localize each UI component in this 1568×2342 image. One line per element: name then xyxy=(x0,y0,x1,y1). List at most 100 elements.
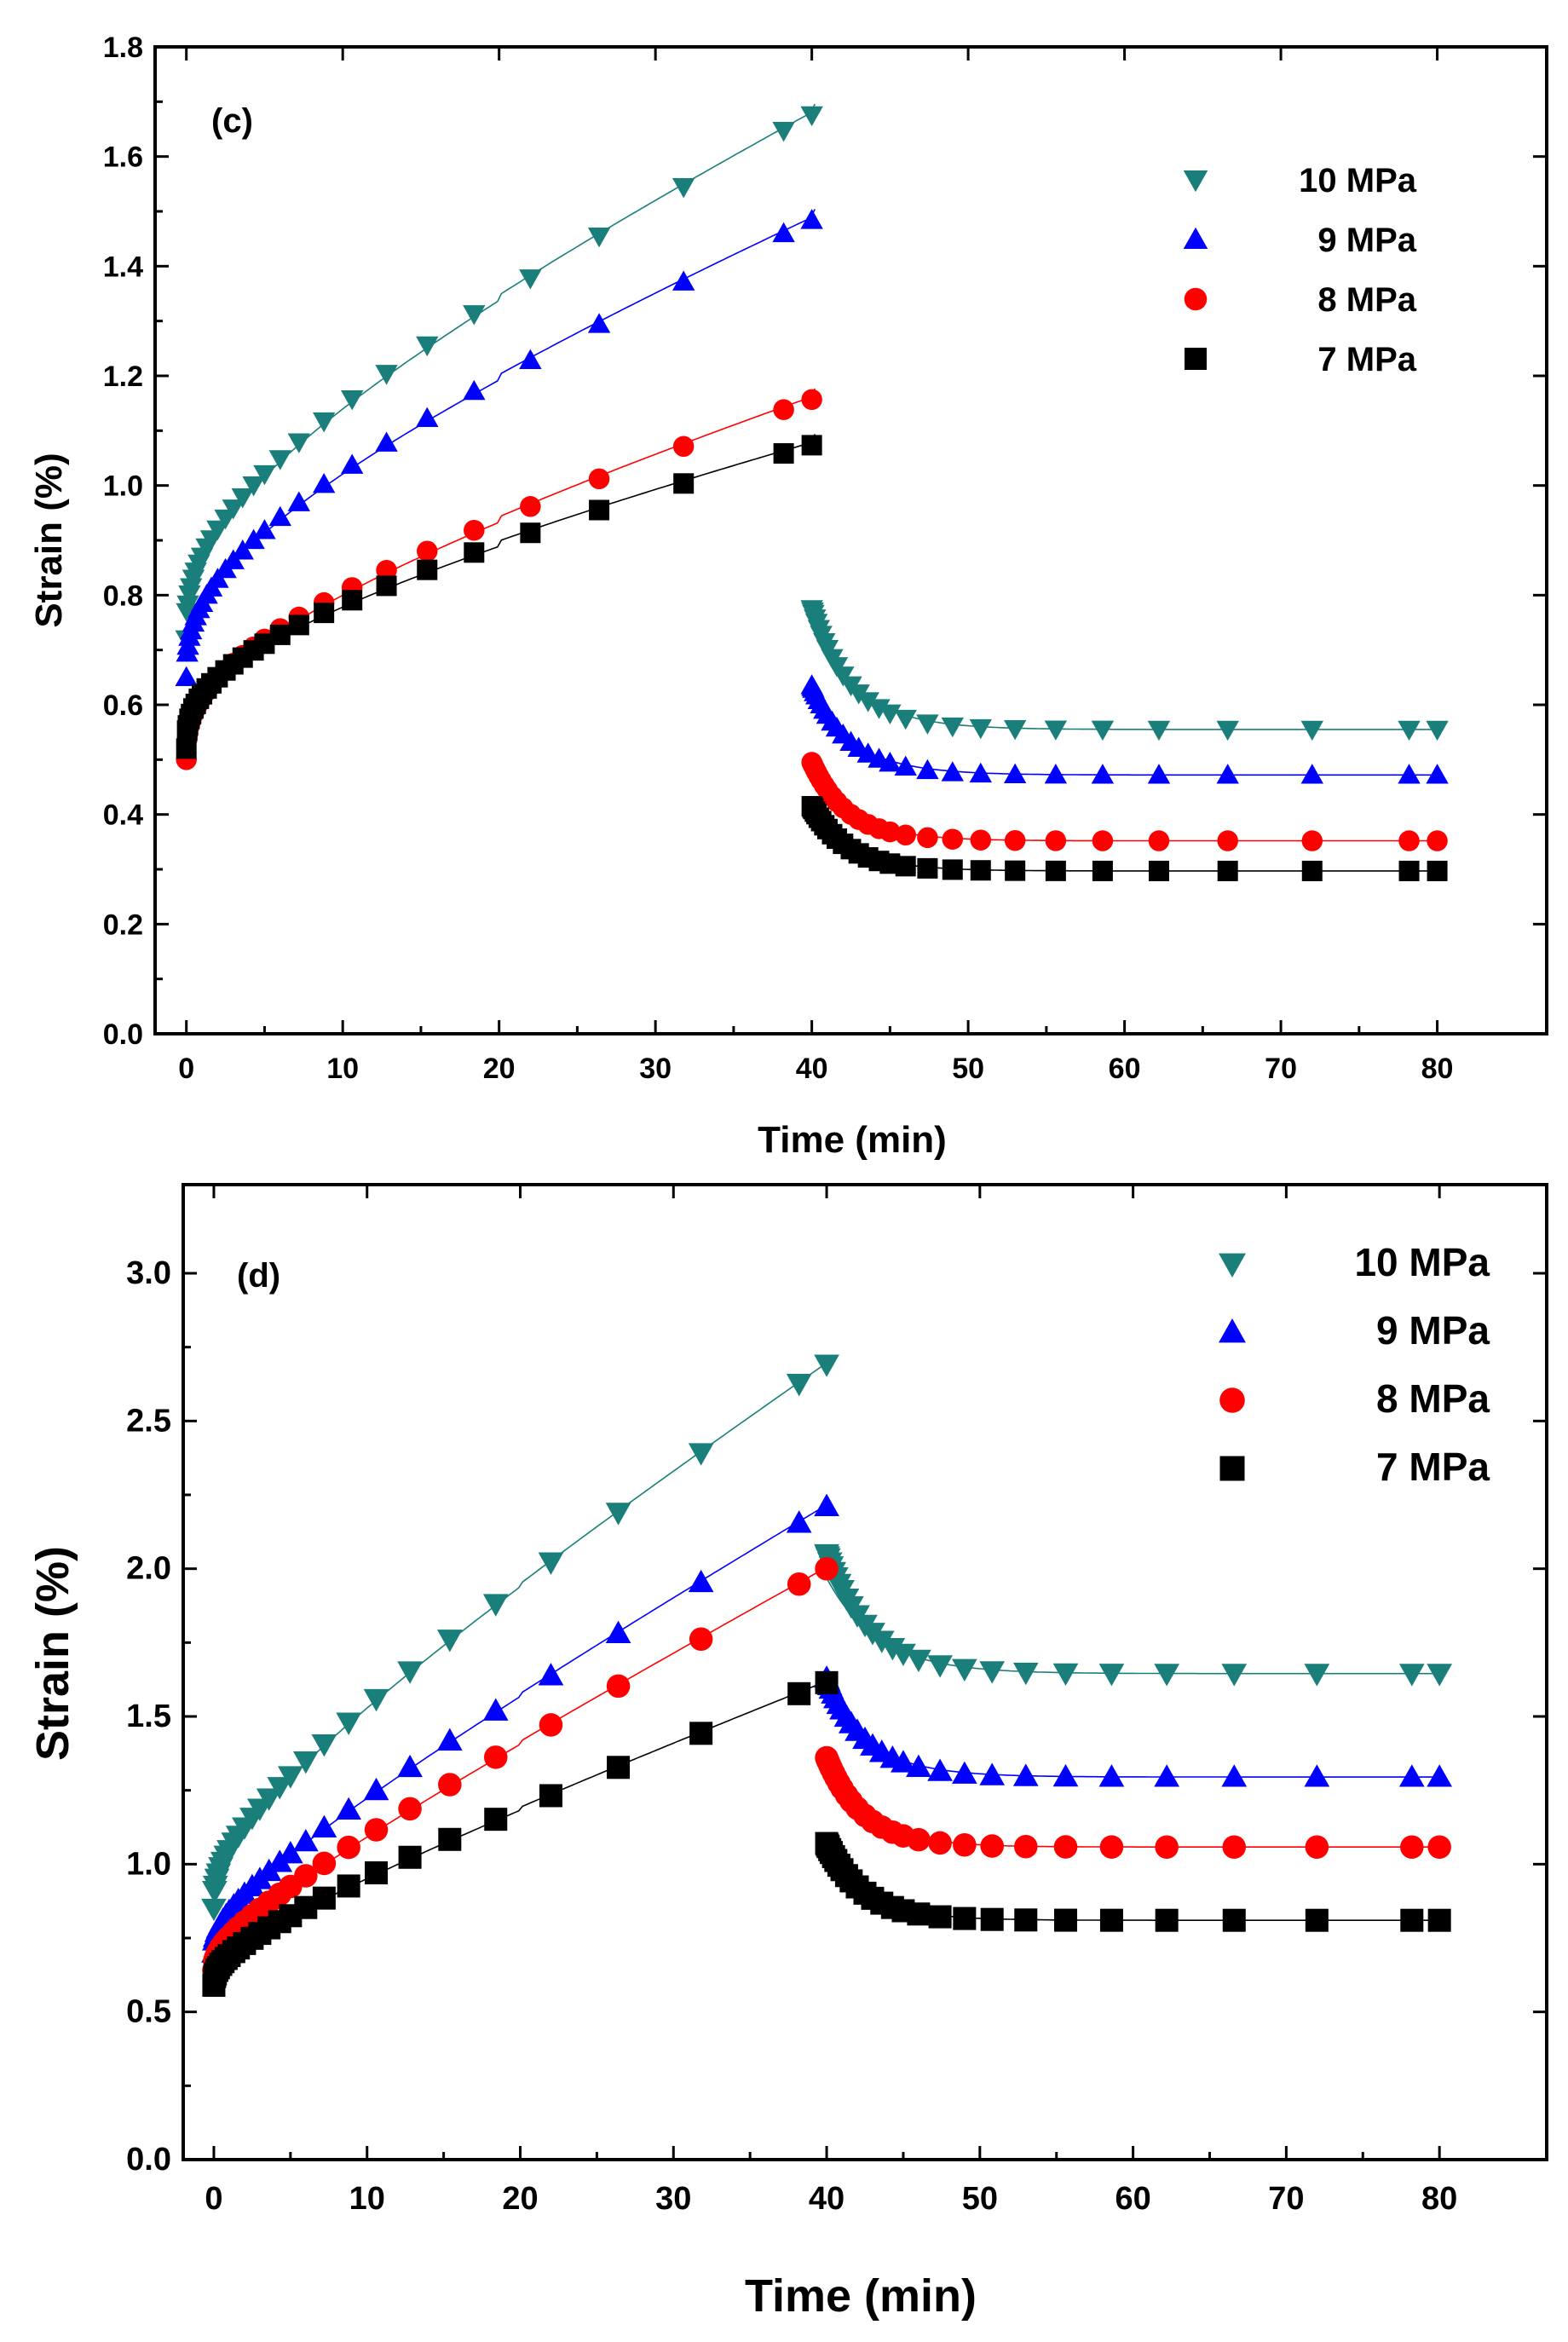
x-tick-label: 30 xyxy=(655,2181,691,2217)
fit-lines-d xyxy=(215,1358,1440,1974)
data-point xyxy=(337,1874,360,1898)
data-point xyxy=(363,1777,389,1801)
data-point xyxy=(436,1630,463,1653)
fit-line-creep xyxy=(187,388,816,733)
axis-ticks-d: 0 10 20 30 40 50 60 70 80 0.0 0.5 1.0 1.5 2.0 2.5 3.0 xyxy=(126,1185,1547,2217)
data-point xyxy=(1004,829,1026,851)
data-point xyxy=(231,488,254,509)
data-point xyxy=(605,1620,631,1643)
data-point xyxy=(942,859,963,880)
data-point xyxy=(483,1745,508,1769)
data-point xyxy=(482,1698,509,1721)
data-point xyxy=(1012,1763,1039,1786)
data-point xyxy=(928,1831,952,1855)
data-point xyxy=(942,828,964,850)
data-point xyxy=(175,666,198,687)
fit-line-creep xyxy=(215,1358,831,1883)
data-point xyxy=(907,1902,931,1926)
legend-marker xyxy=(1219,1387,1245,1413)
legend-label: 8 MPa xyxy=(1317,281,1416,319)
data-point xyxy=(879,1638,906,1661)
data-point xyxy=(1148,860,1169,881)
data-point xyxy=(607,1756,631,1780)
data-point xyxy=(1014,1908,1038,1932)
data-point xyxy=(375,365,398,385)
data-point xyxy=(340,453,364,474)
legend-label: 10 MPa xyxy=(1354,1240,1490,1284)
data-point xyxy=(1099,1908,1123,1932)
y-tick-label: 0.4 xyxy=(103,799,143,832)
data-point xyxy=(268,505,291,527)
data-point xyxy=(605,1503,631,1526)
data-point xyxy=(176,738,197,759)
x-tick-label: 20 xyxy=(502,2181,538,2217)
legend-marker xyxy=(1219,1318,1246,1343)
x-tick-label: 70 xyxy=(1268,2181,1304,2217)
y-tick-label: 1.5 xyxy=(126,1699,171,1734)
legend-d: 10 MPa 9 MPa 8 MPa 7 MPa xyxy=(1219,1240,1490,1489)
x-tick-label: 0 xyxy=(178,1053,194,1085)
fit-line-recovery xyxy=(810,772,1438,842)
data-point xyxy=(927,1655,953,1678)
data-point xyxy=(287,491,311,511)
data-point xyxy=(288,614,309,636)
panel-label-d: (d) xyxy=(237,1257,280,1295)
data-point xyxy=(772,222,795,243)
data-point xyxy=(375,431,398,452)
data-point xyxy=(365,1861,389,1885)
data-point xyxy=(672,270,695,291)
legend-marker xyxy=(1185,348,1207,370)
data-point xyxy=(1091,764,1115,784)
data-point xyxy=(941,761,964,782)
data-point xyxy=(1091,720,1115,741)
data-point xyxy=(1052,1763,1079,1787)
y-tick-label: 2.0 xyxy=(126,1551,171,1587)
y-tick-label: 0.0 xyxy=(126,2142,171,2178)
data-point xyxy=(980,1834,1004,1858)
data-point xyxy=(1300,764,1323,784)
y-tick-label: 1.2 xyxy=(103,361,143,393)
data-point xyxy=(588,468,610,490)
data-point xyxy=(907,1827,931,1852)
data-point xyxy=(1052,1663,1079,1687)
data-point xyxy=(311,1814,337,1837)
data-point xyxy=(606,1674,631,1699)
y-tick-label: 1.0 xyxy=(126,1846,171,1882)
data-point xyxy=(520,522,541,544)
fit-line-recovery xyxy=(826,1578,1440,1675)
data-point xyxy=(916,714,939,735)
legend-c: 10 MPa 9 MPa 8 MPa 7 MPa xyxy=(1183,162,1417,378)
data-point xyxy=(436,1728,463,1751)
data-point xyxy=(1300,720,1323,741)
fit-line-recovery xyxy=(826,1697,1440,1778)
y-axis-title-c: Strain (%) xyxy=(28,453,70,627)
y-tick-label: 0.2 xyxy=(103,909,143,941)
data-point xyxy=(814,1354,839,1377)
data-point xyxy=(941,717,964,738)
data-point xyxy=(1054,1908,1078,1932)
data-point xyxy=(417,559,438,580)
data-point xyxy=(539,1713,563,1737)
data-point xyxy=(815,1670,839,1694)
y-tick-label: 3.0 xyxy=(126,1255,171,1291)
legend-label: 8 MPa xyxy=(1376,1376,1490,1421)
data-point xyxy=(336,1797,362,1820)
data-point xyxy=(979,1661,1006,1684)
data-point xyxy=(438,1827,462,1851)
data-point xyxy=(267,1777,293,1800)
legend-marker xyxy=(1184,287,1208,311)
data-point xyxy=(786,1374,812,1397)
data-point xyxy=(786,1510,812,1533)
legend-marker xyxy=(1183,227,1208,250)
data-point xyxy=(482,1594,509,1617)
data-point xyxy=(773,443,794,464)
data-point xyxy=(1216,720,1239,741)
data-point xyxy=(1005,860,1026,881)
data-point xyxy=(952,1658,977,1682)
data-point xyxy=(201,1898,227,1922)
data-point xyxy=(800,106,823,127)
data-point xyxy=(868,1630,895,1653)
data-point xyxy=(672,178,695,199)
data-point xyxy=(294,1864,318,1888)
